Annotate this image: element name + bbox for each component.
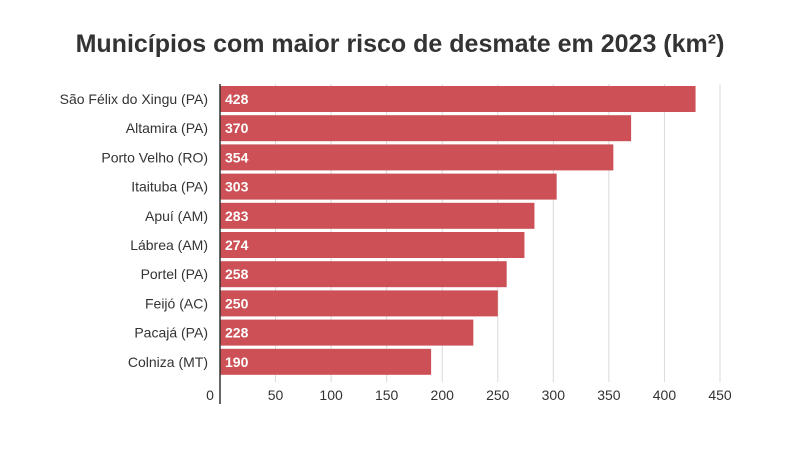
x-tick-label: 250 bbox=[486, 387, 510, 403]
bar bbox=[220, 290, 498, 317]
x-tick-labels: 0 50 100 150 200 250 300 350 400 450 bbox=[206, 387, 732, 403]
category-labels: São Félix do Xingu (PA) Altamira (PA) Port… bbox=[60, 91, 208, 370]
value-label: 283 bbox=[225, 208, 249, 224]
value-label: 250 bbox=[225, 295, 249, 311]
bar bbox=[220, 202, 535, 229]
bar bbox=[220, 319, 474, 346]
category-label: Altamira (PA) bbox=[126, 120, 208, 136]
x-tick-label: 400 bbox=[653, 387, 677, 403]
x-tick-label: 150 bbox=[375, 387, 399, 403]
category-label: Itaituba (PA) bbox=[131, 179, 208, 195]
category-label: Feijó (AC) bbox=[145, 295, 208, 311]
bar bbox=[220, 86, 696, 112]
chart-title: Municípios com maior risco de desmate em… bbox=[75, 30, 725, 58]
category-label: Lábrea (AM) bbox=[130, 237, 208, 253]
category-label: São Félix do Xingu (PA) bbox=[60, 91, 208, 107]
value-label: 258 bbox=[225, 266, 249, 282]
category-label: Porto Velho (RO) bbox=[101, 149, 208, 165]
x-tick-label: 450 bbox=[708, 387, 732, 403]
value-label: 370 bbox=[225, 120, 249, 136]
value-label: 354 bbox=[225, 149, 249, 165]
value-labels: 428 370 354 303 283 274 258 250 228 190 bbox=[225, 91, 249, 370]
category-label: Colniza (MT) bbox=[128, 354, 208, 370]
x-tick-label: 100 bbox=[319, 387, 343, 403]
bar bbox=[220, 115, 632, 142]
x-tick-label: 50 bbox=[268, 387, 284, 403]
category-label: Apuí (AM) bbox=[145, 208, 208, 224]
x-tick-label: 300 bbox=[542, 387, 566, 403]
bar bbox=[220, 348, 432, 375]
bar bbox=[220, 173, 557, 200]
value-label: 228 bbox=[225, 325, 249, 341]
bars bbox=[220, 86, 696, 375]
category-label: Pacajá (PA) bbox=[134, 325, 208, 341]
category-label: Portel (PA) bbox=[141, 266, 208, 282]
value-label: 190 bbox=[225, 354, 249, 370]
bar bbox=[220, 144, 614, 171]
value-label: 428 bbox=[225, 91, 249, 107]
value-label: 274 bbox=[225, 237, 249, 253]
bar bbox=[220, 261, 507, 288]
bar bbox=[220, 232, 525, 258]
x-tick-label: 350 bbox=[597, 387, 621, 403]
x-tick-label: 0 bbox=[206, 387, 214, 403]
value-label: 303 bbox=[225, 179, 249, 195]
x-tick-label: 200 bbox=[431, 387, 455, 403]
